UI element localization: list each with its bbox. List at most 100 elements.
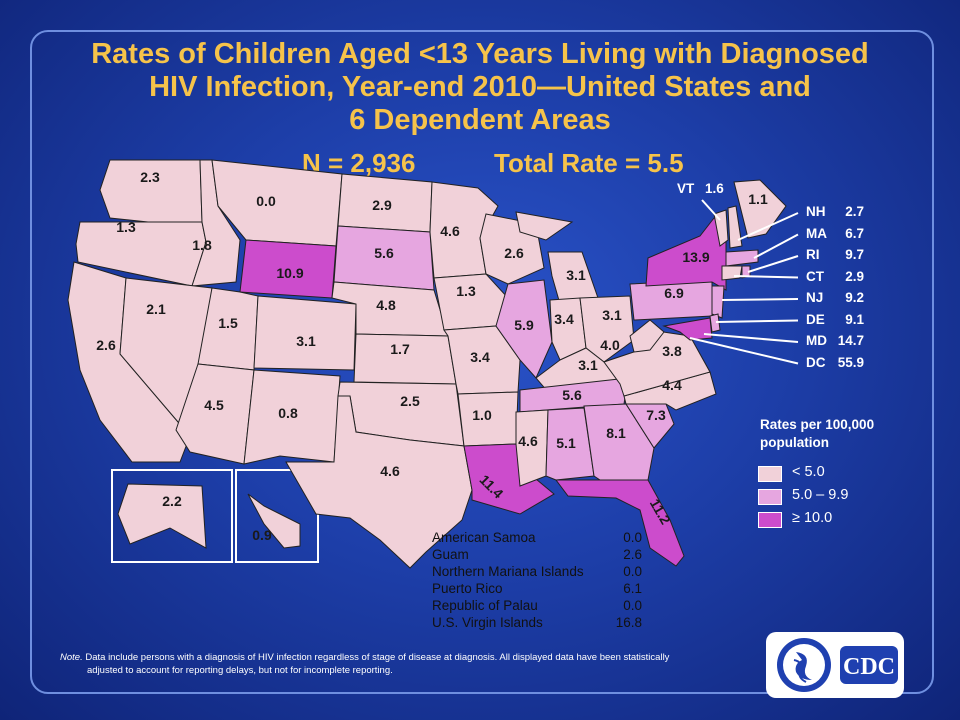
state-rate-wy: 10.9: [276, 265, 303, 281]
state-rate-ga: 8.1: [606, 425, 626, 441]
ne-rate-nh: 2.7: [845, 204, 864, 219]
leader-line-ri: [747, 255, 799, 273]
area-name: Northern Mariana Islands: [432, 564, 584, 579]
area-row: Northern Mariana Islands 0.0: [432, 564, 642, 581]
ne-rate-dc: 55.9: [837, 354, 864, 370]
leader-line-de: [715, 319, 799, 323]
area-rate: 0.0: [623, 530, 642, 545]
state-ma: [725, 249, 759, 267]
state-nj: [711, 285, 725, 319]
area-rate: 6.1: [623, 581, 642, 596]
state-rate-ny: 13.9: [682, 249, 709, 265]
state-rate-nc: 4.4: [662, 377, 682, 393]
legend-swatch-low: [758, 466, 782, 482]
state-rate-pa: 6.9: [664, 285, 684, 301]
area-row: Republic of Palau 0.0: [432, 598, 642, 615]
state-rate-or: 1.3: [116, 219, 136, 235]
dependent-areas-table: American Samoa 0.0 Guam 2.6 Northern Maria…: [432, 530, 642, 632]
ne-rate-md: 14.7: [837, 333, 864, 348]
slide-frame: [30, 30, 934, 694]
state-rate-va: 3.8: [662, 343, 682, 359]
state-rate-tn: 5.6: [562, 387, 582, 403]
note-line-1: Data include persons with a diagnosis of…: [85, 652, 670, 663]
state-az: [175, 363, 255, 465]
legend-swatch-mid: [758, 489, 782, 505]
map-title: Rates of Children Aged <13 Years Living …: [40, 38, 920, 137]
area-row: American Samoa 0.0: [432, 530, 642, 547]
area-rate: 0.0: [623, 598, 642, 613]
state-rate-tx: 4.6: [380, 463, 400, 479]
state-rate-ak: 2.2: [162, 493, 182, 509]
state-rate-ne: 4.8: [376, 297, 396, 313]
state-rate-oh: 3.1: [602, 307, 622, 323]
state-tx: [285, 395, 473, 569]
leader-line-nh: [737, 212, 799, 241]
leader-line-vt: [701, 199, 721, 221]
state-ct: [721, 265, 743, 281]
state-oh: [579, 295, 635, 363]
area-rate: 2.6: [623, 547, 642, 562]
ne-rate-nj: 9.2: [845, 290, 864, 305]
state-al: [545, 407, 595, 481]
cdc-logo: CDC: [766, 632, 904, 698]
ne-abbr-nh: NH: [806, 204, 826, 219]
state-rate-in: 3.4: [554, 311, 574, 327]
state-fl: [555, 479, 685, 567]
title-line-3: 6 Dependent Areas: [349, 104, 611, 136]
legend-label-high: ≥ 10.0: [792, 510, 833, 526]
hawaii-inset-box: [235, 469, 319, 563]
state-ak: [117, 483, 207, 549]
state-nh: [727, 205, 743, 249]
states-layer: [67, 159, 787, 569]
title-line-1: Rates of Children Aged <13 Years Living …: [91, 38, 869, 70]
legend-title-line-2: population: [760, 435, 829, 450]
ne-abbr-ma: MA: [806, 225, 827, 241]
ne-rate-de: 9.1: [845, 311, 864, 327]
state-rate-al: 5.1: [556, 435, 576, 451]
state-rate-ut: 1.5: [218, 315, 238, 331]
ne-abbr-nj: NJ: [806, 290, 824, 305]
state-nm: [243, 369, 341, 465]
ne-abbr-de: DE: [806, 311, 825, 327]
state-rate-nm: 0.8: [278, 405, 298, 421]
state-rate-wa: 2.3: [140, 169, 160, 185]
state-rate-az: 4.5: [204, 397, 224, 413]
state-rate-ca: 2.6: [96, 337, 116, 353]
area-name: Puerto Rico: [432, 581, 503, 596]
leader-line-md: [703, 333, 799, 343]
legend-title: Rates per 100,000 population: [760, 416, 874, 452]
area-name: U.S. Virgin Islands: [432, 615, 543, 630]
state-rate-nv: 2.1: [146, 301, 166, 317]
leader-line-dc: [689, 337, 799, 365]
area-row: U.S. Virgin Islands 16.8: [432, 615, 642, 632]
state-rate-nd: 2.9: [372, 197, 392, 213]
title-line-2: HIV Infection, Year-end 2010—United Stat…: [149, 71, 811, 103]
state-rate-id: 1.8: [192, 237, 212, 253]
ne-rate-ri: 9.7: [845, 247, 864, 262]
leader-lines: [689, 199, 799, 365]
ne-abbr-ri: RI: [806, 247, 820, 262]
legend-label-low: < 5.0: [792, 464, 825, 480]
state-rate-ky: 3.1: [578, 357, 598, 373]
state-rate-hi: 0.9: [252, 527, 272, 543]
legend-swatch-high: [758, 512, 782, 528]
state-rate-il: 5.9: [514, 317, 534, 333]
ne-abbr-ct: CT: [806, 268, 824, 284]
leader-line-ma: [753, 233, 799, 259]
area-row: Puerto Rico 6.1: [432, 581, 642, 598]
state-rate-mt: 0.0: [256, 193, 276, 209]
state-rate-ar: 1.0: [472, 407, 492, 423]
state-rate-wv: 4.0: [600, 337, 620, 353]
state-rate-wi: 2.6: [504, 245, 524, 261]
state-rate-ms: 4.6: [518, 433, 538, 449]
ne-rate-ct: 2.9: [845, 268, 864, 284]
vt-rate: 1.6: [705, 181, 724, 196]
state-rate-me: 1.1: [748, 191, 768, 207]
state-rate-mo: 3.4: [470, 349, 490, 365]
legend-label-mid: 5.0 – 9.9: [792, 487, 849, 503]
area-name: Guam: [432, 547, 469, 562]
state-rate-sd: 5.6: [374, 245, 394, 261]
note-prefix: Note.: [60, 652, 83, 663]
ne-rate-ma: 6.7: [845, 225, 864, 241]
